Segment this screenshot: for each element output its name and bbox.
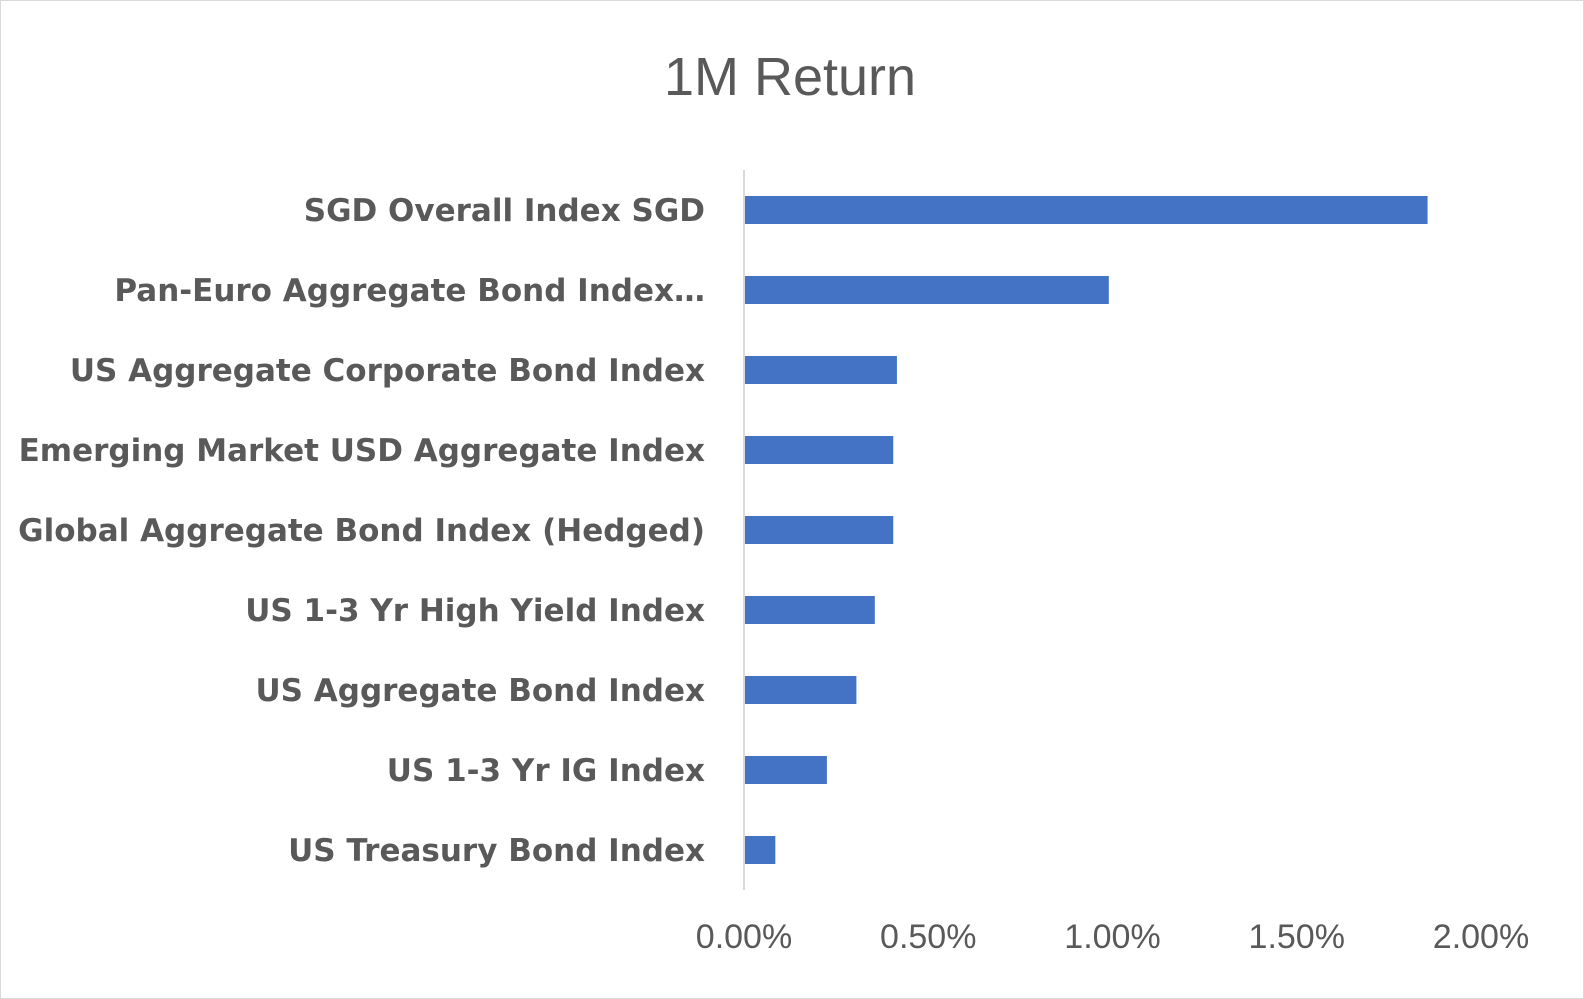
- category-label: US 1-3 Yr IG Index: [387, 753, 705, 789]
- bar: [744, 596, 875, 624]
- category-label: Emerging Market USD Aggregate Index: [19, 433, 705, 469]
- category-label: US 1-3 Yr High Yield Index: [245, 593, 705, 629]
- category-label: Global Aggregate Bond Index (Hedged): [18, 513, 705, 549]
- bar: [744, 676, 857, 704]
- x-axis-ticks: 0.00% 0.50% 1.00% 1.50% 2.00%: [696, 918, 1529, 956]
- category-label: US Aggregate Corporate Bond Index: [70, 353, 705, 389]
- category-label: Pan-Euro Aggregate Bond Index…: [114, 273, 705, 309]
- category-label: US Aggregate Bond Index: [255, 673, 705, 709]
- x-tick-label: 1.50%: [1249, 918, 1345, 956]
- x-tick-label: 0.00%: [696, 918, 792, 956]
- bar: [744, 516, 894, 544]
- x-tick-label: 0.50%: [880, 918, 976, 956]
- category-labels: SGD Overall Index SGD Pan-Euro Aggregate …: [18, 193, 705, 869]
- bar: [744, 836, 776, 864]
- x-tick-label: 1.00%: [1064, 918, 1160, 956]
- bar: [744, 276, 1109, 304]
- bar: [744, 196, 1428, 224]
- bar: [744, 756, 827, 784]
- bar: [744, 356, 897, 384]
- bar: [744, 436, 894, 464]
- x-tick-label: 2.00%: [1433, 918, 1529, 956]
- bars-layer: [744, 196, 1428, 864]
- category-label: SGD Overall Index SGD: [304, 193, 705, 229]
- chart-title: 1M Return: [664, 47, 916, 107]
- category-label: US Treasury Bond Index: [288, 833, 705, 869]
